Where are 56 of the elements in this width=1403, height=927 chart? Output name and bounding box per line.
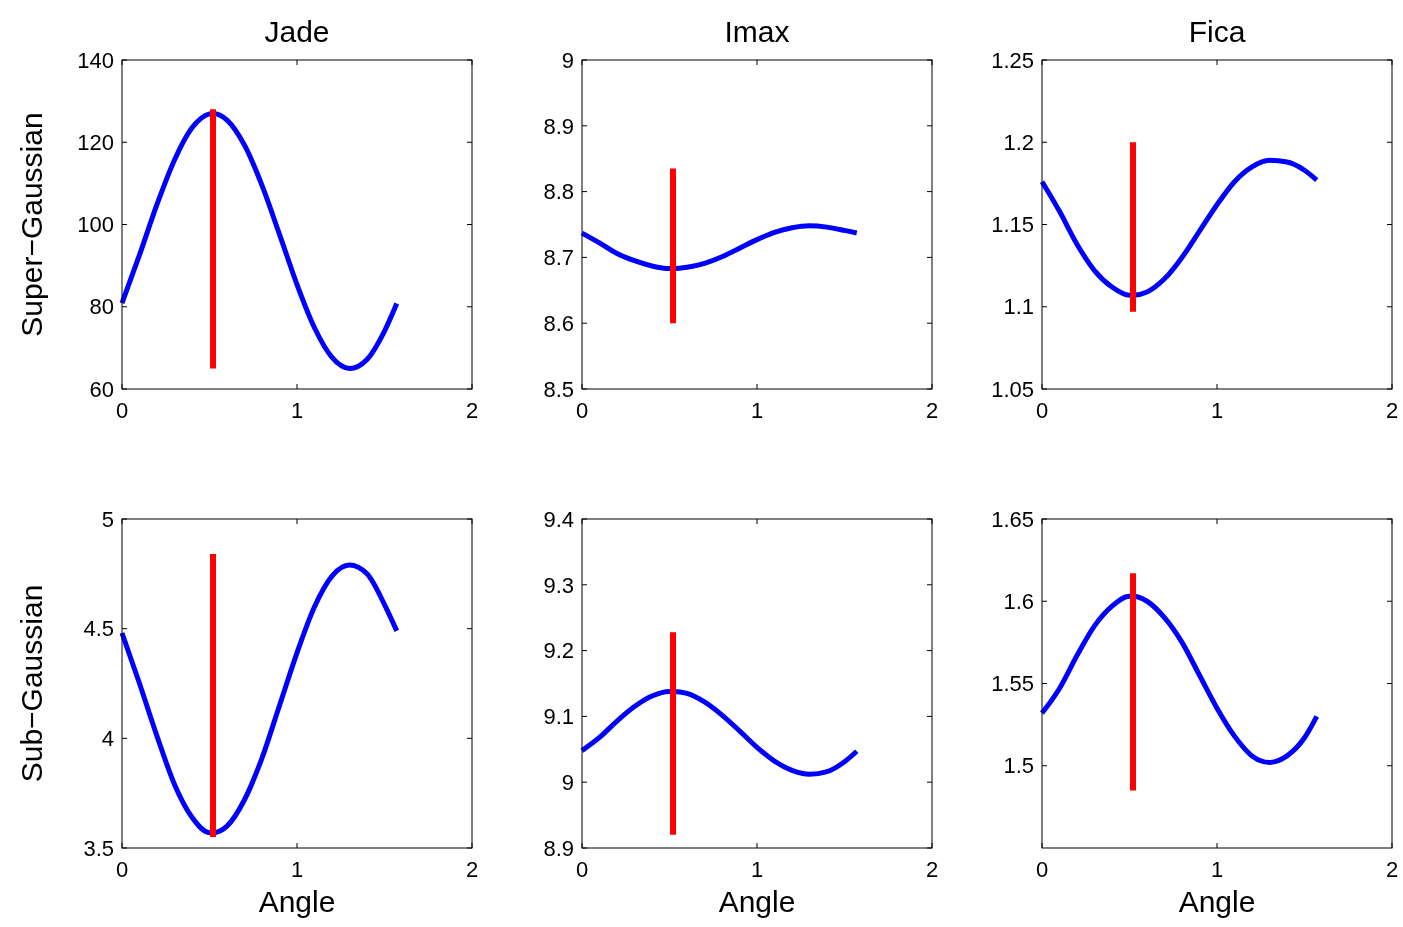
y-tick-label: 1.15: [991, 212, 1034, 238]
x-tick-label: 1: [290, 398, 304, 423]
y-tick-label: 80: [89, 294, 114, 320]
x-tick-label: 0: [575, 857, 589, 882]
y-tick-label: 1.05: [991, 376, 1034, 402]
x-tick-label: 2: [1385, 398, 1399, 423]
y-tick-label: 9.3: [543, 572, 574, 598]
y-tick-label: 9: [561, 47, 574, 73]
y-tick-label: 8.9: [543, 113, 574, 139]
chart-title: Fica: [1188, 15, 1246, 48]
y-tick-label: 1.65: [991, 506, 1034, 532]
x-tick-label: 0: [575, 398, 589, 423]
x-tick-label: 2: [925, 398, 939, 423]
x-axis-title: Angle: [718, 885, 796, 918]
x-tick-label: 0: [1035, 857, 1049, 882]
x-axis-title: Angle: [258, 885, 336, 918]
y-tick-label: 1.6: [1003, 588, 1034, 614]
y-tick-label: 8.9: [543, 835, 574, 861]
y-tick-label: 8.5: [543, 376, 574, 402]
y-tick-label: 1.55: [991, 671, 1034, 697]
x-tick-label: 1: [290, 857, 304, 882]
chart-title: Imax: [724, 15, 790, 48]
chart-title: Jade: [264, 15, 330, 48]
y-tick-label: 1.1: [1003, 294, 1034, 320]
y-tick-label: 1.25: [991, 47, 1034, 73]
y-tick-label: 1.2: [1003, 129, 1034, 155]
x-tick-label: 2: [1385, 857, 1399, 882]
y-tick-label: 120: [77, 129, 114, 155]
x-tick-label: 1: [1210, 398, 1224, 423]
x-axis-title: Angle: [1178, 885, 1256, 918]
x-tick-label: 0: [1035, 398, 1049, 423]
y-tick-label: 1.5: [1003, 753, 1034, 779]
y-tick-label: 100: [77, 212, 114, 238]
y-axis-title: Super−Gaussian: [15, 112, 48, 337]
y-tick-label: 9.4: [543, 506, 574, 532]
y-tick-label: 5: [101, 506, 114, 532]
y-tick-label: 8.7: [543, 245, 574, 271]
y-tick-label: 9.2: [543, 638, 574, 664]
x-tick-label: 2: [465, 398, 479, 423]
x-tick-label: 0: [115, 857, 129, 882]
x-tick-label: 2: [925, 857, 939, 882]
y-tick-label: 8.6: [543, 310, 574, 336]
y-tick-label: 60: [89, 376, 114, 402]
y-tick-label: 9.1: [543, 704, 574, 730]
x-tick-label: 2: [465, 857, 479, 882]
y-tick-label: 8.8: [543, 179, 574, 205]
x-tick-label: 1: [1210, 857, 1224, 882]
x-tick-label: 1: [750, 857, 764, 882]
y-tick-label: 140: [77, 47, 114, 73]
y-tick-label: 3.5: [83, 835, 114, 861]
y-tick-label: 4: [101, 726, 114, 752]
y-tick-label: 9: [561, 769, 574, 795]
x-tick-label: 0: [115, 398, 129, 423]
y-tick-label: 4.5: [83, 616, 114, 642]
x-tick-label: 1: [750, 398, 764, 423]
y-axis-title: Sub−Gaussian: [15, 584, 48, 783]
